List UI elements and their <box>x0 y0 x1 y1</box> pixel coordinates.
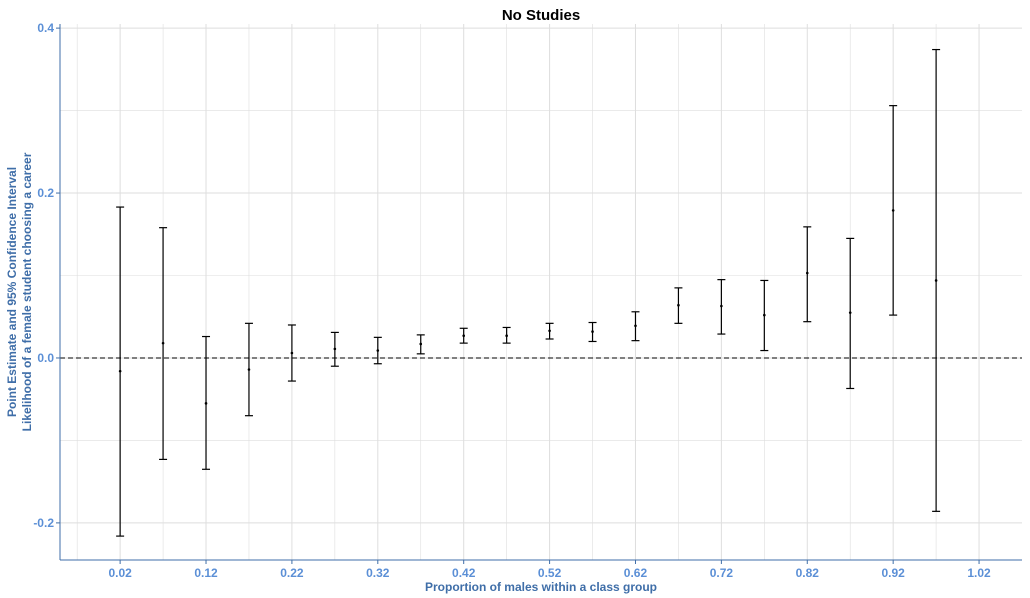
x-axis-title: Proportion of males within a class group <box>425 580 657 594</box>
point-estimate <box>376 349 380 352</box>
point-estimate <box>290 351 294 355</box>
point-estimate <box>462 334 465 338</box>
point-estimate <box>333 347 337 351</box>
point-estimate <box>677 303 680 307</box>
y-axis-title-line-1: Point Estimate and 95% Confidence Interv… <box>5 167 19 417</box>
x-tick-label: 0.42 <box>452 566 476 580</box>
y-tick-label: 0.2 <box>37 186 54 200</box>
point-estimate <box>634 324 637 328</box>
y-axis-title-line-2: Likelihood of a female student choosing … <box>20 152 34 431</box>
point-estimate <box>591 330 594 333</box>
x-tick-label: 0.92 <box>881 566 905 580</box>
y-axis-title: Point Estimate and 95% Confidence Interv… <box>5 152 34 431</box>
point-estimate <box>934 279 938 282</box>
point-estimate <box>161 341 165 345</box>
error-bars <box>116 48 941 537</box>
y-tick-label: 0.4 <box>37 21 54 35</box>
point-estimate <box>763 313 766 317</box>
point-estimate <box>247 368 251 371</box>
point-estimate <box>720 304 723 308</box>
chart-title: No Studies <box>502 7 580 24</box>
x-tick-label: 0.62 <box>624 566 648 580</box>
x-tick-labels: 0.02 0.12 0.22 0.32 0.42 0.52 0.62 0.72 0.82 0.92… <box>108 566 991 580</box>
x-tick-label: 0.52 <box>538 566 562 580</box>
y-tick-labels: -0.2 0.0 0.2 0.4 <box>33 21 54 530</box>
x-tick-label: 0.82 <box>796 566 820 580</box>
point-estimate <box>548 329 551 333</box>
point-estimate <box>891 209 895 212</box>
point-estimate <box>848 311 852 314</box>
point-estimate <box>505 334 508 338</box>
y-tick-label: -0.2 <box>33 516 54 530</box>
grid <box>60 24 1022 560</box>
x-tick-label: 0.02 <box>108 566 132 580</box>
point-estimate <box>805 271 809 275</box>
x-tick-label: 0.32 <box>366 566 390 580</box>
x-tick-label: 0.12 <box>194 566 218 580</box>
axes <box>56 24 1022 564</box>
point-estimate <box>419 342 423 346</box>
point-estimate <box>118 369 122 373</box>
point-estimate <box>204 402 208 405</box>
x-tick-label: 1.02 <box>967 566 991 580</box>
y-tick-label: 0.0 <box>37 351 54 365</box>
x-tick-label: 0.22 <box>280 566 304 580</box>
x-tick-label: 0.72 <box>710 566 734 580</box>
